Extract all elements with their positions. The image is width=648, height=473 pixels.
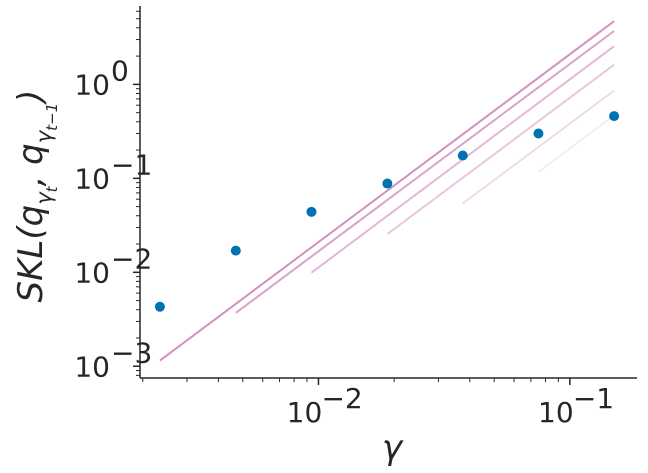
reference-line-5 [462, 89, 615, 205]
reference-line-4 [386, 63, 615, 235]
y-label-close: ) [11, 90, 51, 106]
y-label-sep: , q [11, 143, 51, 186]
y-label-sub2: γ [32, 129, 56, 143]
x-tick-exponent: −2 [321, 382, 362, 415]
x-tick-exponent: −1 [573, 382, 614, 415]
reference-line-2 [235, 30, 615, 314]
y-tick-label: 10 [74, 68, 110, 101]
data-point [306, 206, 317, 217]
x-axis-label: γ [382, 428, 404, 468]
y-label-sub1b: t [43, 185, 61, 192]
data-point [154, 301, 165, 312]
y-tick-exponent: −2 [111, 242, 152, 275]
data-points [154, 111, 620, 312]
data-point [609, 111, 620, 122]
y-tick-label: 10 [74, 162, 110, 195]
x-tick-label: 10 [287, 396, 323, 429]
y-label-base: SKL(q [11, 205, 51, 303]
data-point [382, 178, 393, 189]
y-tick-exponent: −3 [111, 336, 152, 369]
y-label-sub2b: t−1 [43, 103, 61, 131]
axes [139, 6, 637, 379]
data-point [457, 150, 468, 161]
y-label-sub1: γ [32, 191, 56, 205]
y-tick-exponent: 0 [111, 54, 129, 87]
y-tick-exponent: −1 [111, 148, 152, 181]
y-tick-label: 10 [74, 350, 110, 383]
reference-lines [159, 20, 615, 362]
x-ticks: 10 −2 10 −1 [142, 378, 614, 429]
x-tick-label: 10 [538, 396, 574, 429]
reference-line-6 [537, 114, 615, 173]
y-tick-label: 10 [74, 256, 110, 289]
data-point [230, 245, 241, 256]
y-axis-label: SKL(qγt, qγt−1) [11, 90, 61, 303]
reference-line-1 [159, 20, 615, 362]
data-point [533, 128, 544, 139]
